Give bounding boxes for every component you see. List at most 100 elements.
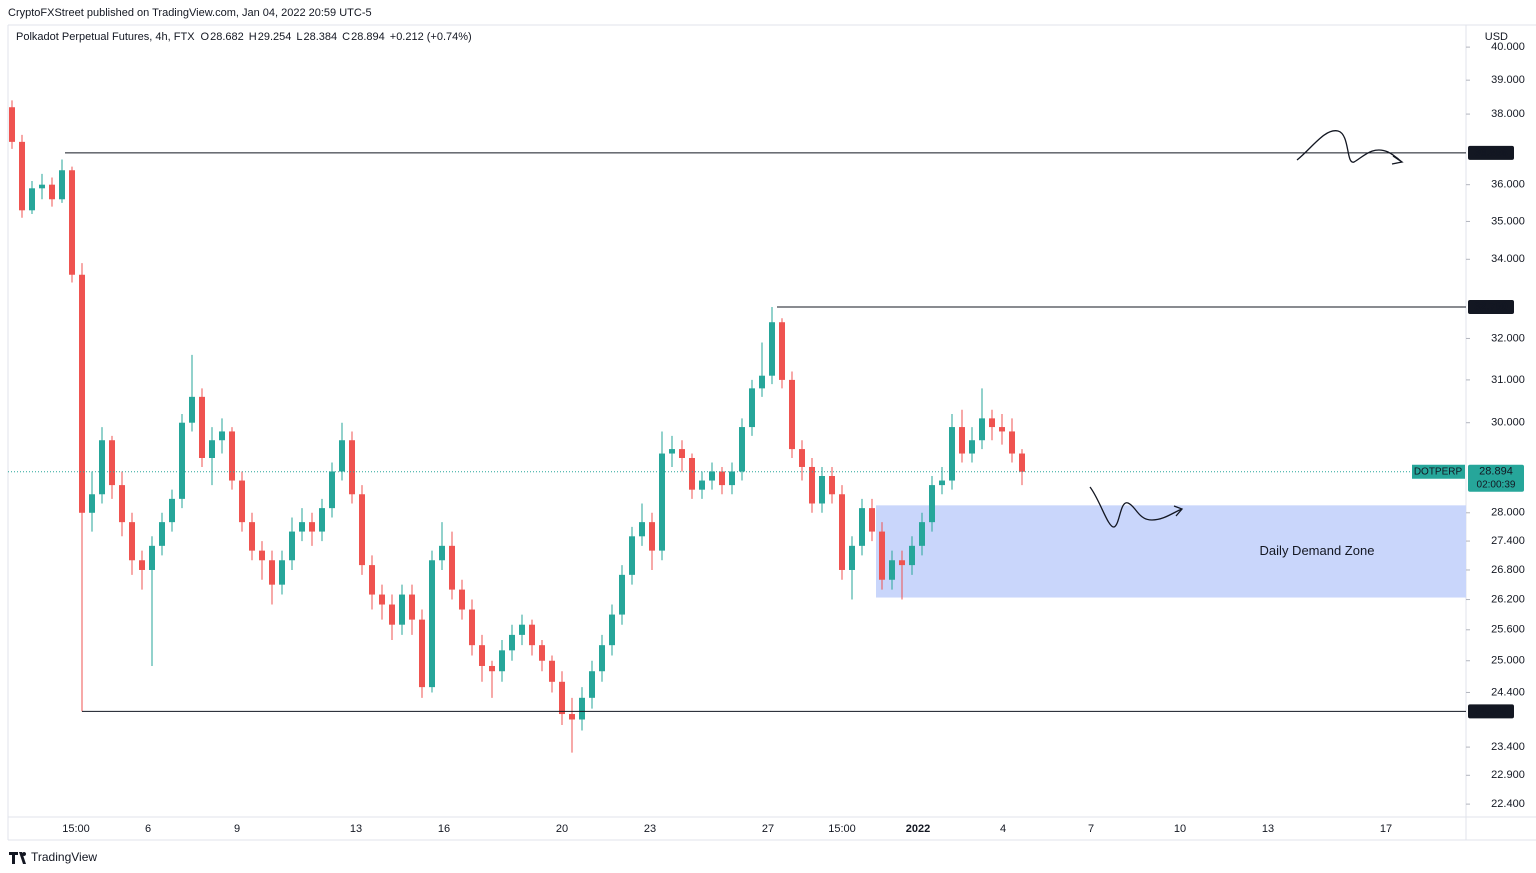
x-tick-label: 27 xyxy=(762,823,774,835)
candle-body xyxy=(679,449,685,458)
candle-body xyxy=(409,594,415,620)
candle-body xyxy=(109,440,115,486)
y-tick-label: 28.000 xyxy=(1491,507,1525,519)
y-tick-label: 22.900 xyxy=(1491,769,1525,781)
candle-body xyxy=(359,494,365,566)
y-tick-label: 38.000 xyxy=(1491,108,1525,120)
candle-body xyxy=(259,550,265,561)
ohlc-value: 28.682 xyxy=(210,31,244,43)
x-tick-label: 9 xyxy=(234,823,240,835)
candle-body xyxy=(939,480,945,486)
candle-body xyxy=(189,396,195,423)
candle-body xyxy=(219,431,225,441)
y-tick-label: 25.000 xyxy=(1491,655,1525,667)
candle-body xyxy=(729,471,735,486)
x-tick-label: 23 xyxy=(644,823,656,835)
candle-body xyxy=(799,449,805,467)
level-label-box xyxy=(1468,145,1514,160)
candle-body xyxy=(309,522,315,532)
candle-body xyxy=(429,560,435,688)
x-tick-label: 15:00 xyxy=(828,823,856,835)
candle-body xyxy=(499,650,505,672)
candle-body xyxy=(79,274,85,513)
demand-zone-layer: Daily Demand Zone xyxy=(876,505,1466,598)
candle-body xyxy=(1019,453,1025,472)
y-tick-label: 30.000 xyxy=(1491,417,1525,429)
x-tick-label: 10 xyxy=(1174,823,1186,835)
candle-body xyxy=(989,418,995,428)
logo xyxy=(9,852,27,864)
ohlc-value: 29.254 xyxy=(258,31,292,43)
candle-body xyxy=(609,614,615,646)
x-tick-label: 13 xyxy=(350,823,362,835)
y-tick-label: 22.400 xyxy=(1491,798,1525,810)
candle-body xyxy=(339,440,345,472)
countdown: 02:00:39 xyxy=(1477,479,1516,490)
candle-body xyxy=(89,494,95,513)
candle-body xyxy=(999,427,1005,432)
y-tick-label: 27.400 xyxy=(1491,535,1525,547)
publisher: CryptoFXStreet published on TradingView.… xyxy=(8,7,372,19)
change: +0.212 (+0.74%) xyxy=(390,31,472,43)
ohlc-value: 28.894 xyxy=(351,31,385,43)
candle-body xyxy=(439,545,445,561)
y-tick-label: 34.000 xyxy=(1491,253,1525,265)
price-tag xyxy=(1468,464,1524,492)
candle-body xyxy=(959,427,965,454)
level-label: 32.780 xyxy=(1474,301,1508,313)
currency: USD xyxy=(1485,31,1508,43)
candle-body xyxy=(19,141,25,211)
candle-body xyxy=(519,624,525,635)
drawn-arrow xyxy=(1296,130,1403,163)
candle-body xyxy=(479,645,485,666)
candle-body xyxy=(769,322,775,376)
arrow-head xyxy=(1391,155,1404,165)
candle-body xyxy=(179,422,185,499)
arrow-head xyxy=(1173,505,1184,517)
candle-body xyxy=(29,188,35,211)
candle-body xyxy=(749,388,755,428)
symbol-label: DOTPERP xyxy=(1414,466,1463,477)
candle-body xyxy=(819,476,825,504)
candle-body xyxy=(579,697,585,720)
candle-body xyxy=(149,545,155,570)
candle-body xyxy=(539,645,545,661)
x-tick-label: 6 xyxy=(145,823,151,835)
candle-body xyxy=(869,508,875,532)
candle-body xyxy=(469,609,475,646)
candle-body xyxy=(319,508,325,532)
candle-body xyxy=(619,574,625,615)
candle-body xyxy=(919,522,925,546)
candle-body xyxy=(99,440,105,495)
candle-body xyxy=(569,714,575,720)
candle-body xyxy=(419,619,425,688)
candle-body xyxy=(209,440,215,458)
candle-body xyxy=(369,565,375,595)
x-tick-label: 13 xyxy=(1262,823,1274,835)
ohlc-key: O xyxy=(201,31,210,43)
candle-body xyxy=(699,480,705,490)
candle-body xyxy=(59,170,65,200)
candle-body xyxy=(139,560,145,570)
candle-body xyxy=(879,531,885,580)
x-tick-label: 20 xyxy=(556,823,568,835)
y-tick-label: 26.800 xyxy=(1491,564,1525,576)
x-tick-label: 16 xyxy=(438,823,450,835)
candle-body xyxy=(789,379,795,450)
ohlc: O 28.682 H 29.254 L 28.384 C 28.894 +0.212 (+0.7… xyxy=(201,31,472,43)
y-tick-label: 35.000 xyxy=(1491,215,1525,227)
candle-body xyxy=(639,522,645,537)
x-tick-label: 2022 xyxy=(906,823,930,835)
y-tick-label: 26.200 xyxy=(1491,593,1525,605)
candle-body xyxy=(649,522,655,551)
ohlc-key: L xyxy=(296,31,302,43)
candle-body xyxy=(689,457,695,490)
candle-body xyxy=(809,466,815,504)
candle-body xyxy=(759,375,765,389)
y-tick-label: 24.400 xyxy=(1491,686,1525,698)
x-tick-label: 17 xyxy=(1380,823,1392,835)
y-tick-label: 32.000 xyxy=(1491,332,1525,344)
candle-body xyxy=(379,594,385,605)
candle-body xyxy=(49,184,55,200)
candle-body xyxy=(839,494,845,570)
